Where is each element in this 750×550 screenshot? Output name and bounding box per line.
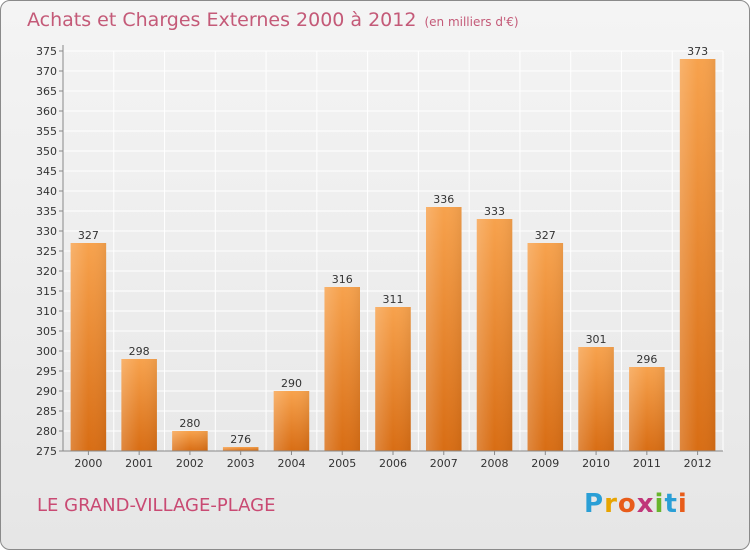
data-label: 290 bbox=[281, 377, 302, 390]
logo-letter: P bbox=[584, 489, 605, 519]
y-tick-label: 325 bbox=[36, 245, 57, 258]
bar-shine bbox=[679, 59, 716, 451]
data-label: 296 bbox=[636, 353, 657, 366]
y-tick-label: 365 bbox=[36, 85, 57, 98]
bar-shine bbox=[70, 243, 107, 451]
data-label: 280 bbox=[179, 417, 200, 430]
y-tick-label: 320 bbox=[36, 265, 57, 278]
y-tick-label: 360 bbox=[36, 105, 57, 118]
chart-title: Achats et Charges Externes 2000 à 2012 (e… bbox=[27, 9, 519, 31]
x-tick-label: 2009 bbox=[531, 457, 559, 470]
data-label: 333 bbox=[484, 205, 505, 218]
proxiti-logo: Proxiti bbox=[584, 489, 688, 519]
chart-subtitle: (en milliers d'€) bbox=[424, 15, 519, 29]
y-tick-label: 285 bbox=[36, 405, 57, 418]
bar-shine bbox=[375, 307, 411, 451]
x-tick-label: 2002 bbox=[176, 457, 204, 470]
x-tick-label: 2004 bbox=[277, 457, 305, 470]
x-tick-label: 2010 bbox=[582, 457, 610, 470]
y-tick-label: 340 bbox=[36, 185, 57, 198]
logo-letter: o bbox=[617, 489, 637, 519]
data-label: 336 bbox=[433, 193, 454, 206]
data-label: 316 bbox=[332, 273, 353, 286]
data-label: 311 bbox=[383, 293, 404, 306]
x-tick-label: 2008 bbox=[481, 457, 509, 470]
commune-name: LE GRAND-VILLAGE-PLAGE bbox=[37, 495, 276, 516]
y-tick-label: 300 bbox=[36, 345, 57, 358]
bar-shine bbox=[222, 447, 259, 451]
x-tick-label: 2006 bbox=[379, 457, 407, 470]
axis-layer: 275 280 285 290 295 300 305 310 315 320 325 330 335 3… bbox=[36, 45, 723, 470]
data-label: 327 bbox=[535, 229, 556, 242]
x-tick-label: 2005 bbox=[328, 457, 356, 470]
bar-shine bbox=[476, 219, 513, 451]
x-tick-label: 2000 bbox=[74, 457, 102, 470]
logo-letter: r bbox=[604, 489, 618, 519]
bar-shine bbox=[426, 207, 462, 451]
x-tick-label: 2003 bbox=[227, 457, 255, 470]
bar-shine bbox=[324, 287, 360, 451]
label-layer: 327 298 280 276 290 316 311 336 333 327 301 296 373 bbox=[78, 45, 708, 446]
y-tick-label: 305 bbox=[36, 325, 57, 338]
bar-shine bbox=[273, 391, 310, 451]
bar-shine bbox=[121, 359, 157, 451]
data-label: 298 bbox=[129, 345, 150, 358]
x-tick-label: 2007 bbox=[430, 457, 458, 470]
y-tick-label: 355 bbox=[36, 125, 57, 138]
y-tick-label: 275 bbox=[36, 445, 57, 458]
y-tick-label: 310 bbox=[36, 305, 57, 318]
logo-letter: x bbox=[636, 489, 655, 519]
y-tick-label: 375 bbox=[36, 45, 57, 58]
data-label: 276 bbox=[230, 433, 251, 446]
bar-shine bbox=[172, 431, 208, 451]
bar-shine bbox=[578, 347, 614, 451]
y-tick-label: 350 bbox=[36, 145, 57, 158]
chart-title-text: Achats et Charges Externes 2000 à 2012 bbox=[27, 9, 417, 31]
x-tick-label: 2001 bbox=[125, 457, 153, 470]
x-tick-label: 2011 bbox=[633, 457, 661, 470]
logo-letter: t bbox=[664, 489, 678, 519]
data-label: 327 bbox=[78, 229, 99, 242]
logo-letter: i bbox=[654, 489, 665, 519]
logo-letter: i bbox=[677, 489, 688, 519]
bar-shine bbox=[629, 367, 665, 451]
y-tick-label: 280 bbox=[36, 425, 57, 438]
bar-shine bbox=[527, 243, 564, 451]
data-label: 301 bbox=[586, 333, 607, 346]
y-tick-label: 315 bbox=[36, 285, 57, 298]
bar-layer bbox=[70, 59, 716, 451]
y-tick-label: 335 bbox=[36, 205, 57, 218]
data-label: 373 bbox=[687, 45, 708, 58]
y-tick-label: 295 bbox=[36, 365, 57, 378]
y-tick-label: 370 bbox=[36, 65, 57, 78]
y-tick-label: 290 bbox=[36, 385, 57, 398]
y-tick-label: 345 bbox=[36, 165, 57, 178]
y-tick-label: 330 bbox=[36, 225, 57, 238]
x-tick-label: 2012 bbox=[684, 457, 712, 470]
